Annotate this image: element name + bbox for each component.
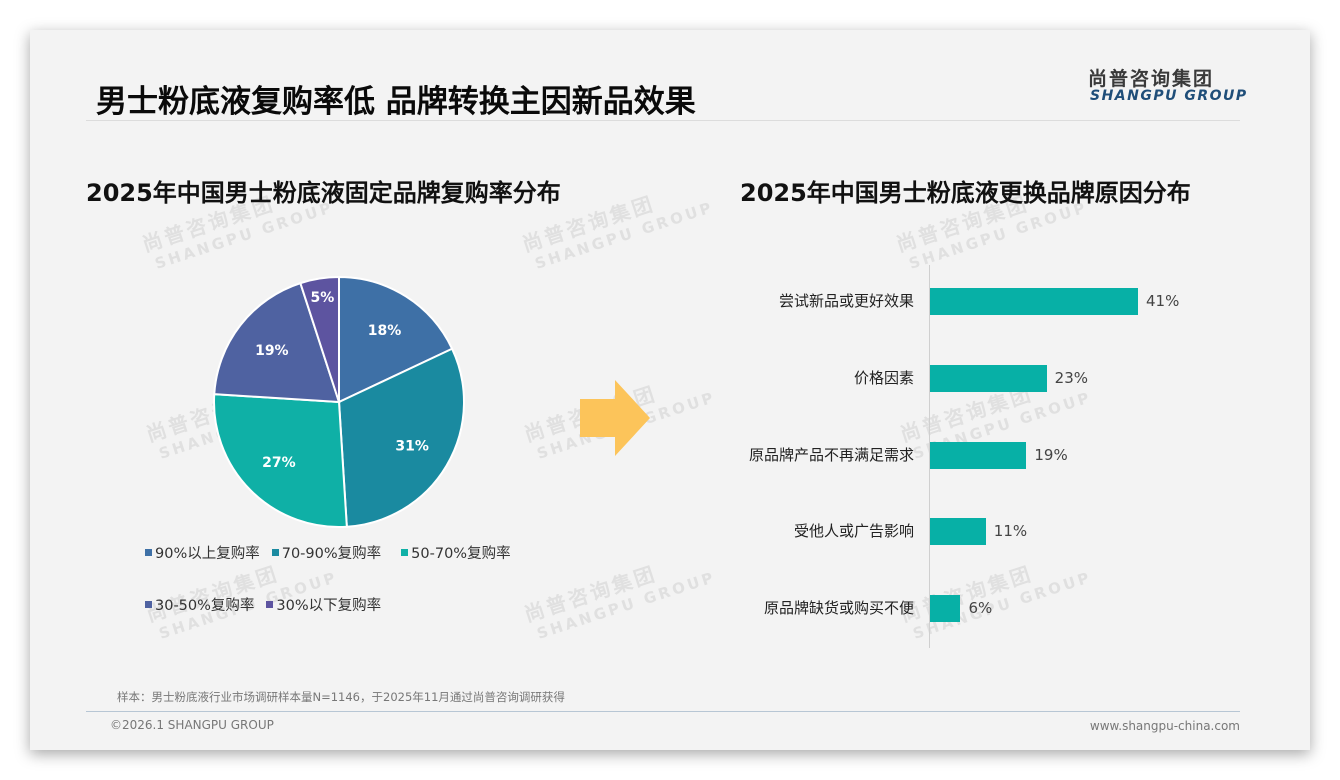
- header-divider: [86, 120, 1240, 121]
- pie-legend: 90%以上复购率 70-90%复购率 50-70%复购率 30-50%复购率 30%以…: [145, 542, 565, 622]
- bar-category-label: 尝试新品或更好效果: [778, 292, 914, 310]
- legend-swatch: [271, 549, 279, 556]
- legend-label: 90%以上复购率: [155, 546, 260, 562]
- bar-category-label: 价格因素: [853, 369, 914, 387]
- bar-value-label: 19%: [1034, 446, 1068, 464]
- pie-slice: [213, 393, 348, 528]
- pie-slice-label: 18%: [368, 323, 402, 339]
- legend-label: 30%以下复购率: [276, 598, 382, 614]
- bar-category-label: 原品牌产品不再满足需求: [748, 446, 914, 464]
- legend-label: 50-70%复购率: [411, 546, 511, 562]
- bar-value-label: 23%: [1054, 369, 1089, 387]
- pie-slice: [337, 347, 465, 528]
- legend-item: 30-50%复购率: [145, 594, 254, 615]
- legend-swatch: [145, 549, 152, 556]
- pie-slice-label: 19%: [255, 343, 289, 359]
- legend-label: 70-90%复购率: [281, 546, 382, 562]
- footer-divider: [86, 711, 1240, 712]
- logo-chinese: 尚普咨询集团: [1088, 68, 1215, 90]
- legend-item: 90%以上复购率: [145, 542, 260, 563]
- legend-item: 70-90%复购率: [271, 542, 382, 563]
- bar-category-label: 原品牌缺货或购买不便: [763, 599, 914, 617]
- arrow-right-icon: [580, 380, 650, 456]
- legend-item: 50-70%复购率: [401, 542, 511, 563]
- pie-chart: 18% 31% 27% 19% 5%: [213, 275, 465, 528]
- bar-chart-axis: [929, 265, 930, 648]
- legend-swatch: [145, 601, 152, 608]
- bar-chart-title: 2025年中国男士粉底液更换品牌原因分布: [740, 179, 1191, 207]
- bar: [930, 365, 1047, 392]
- bar: [930, 288, 1138, 315]
- pie-slice: [299, 275, 340, 403]
- bar: [930, 442, 1027, 469]
- bar-value-label: 6%: [968, 599, 993, 617]
- bar-value-label: 41%: [1146, 292, 1180, 310]
- legend-item: 30%以下复购率: [266, 594, 381, 615]
- page-title: 男士粉底液复购率低 品牌转换主因新品效果: [96, 84, 696, 120]
- copyright: ©2026.1 SHANGPU GROUP: [110, 718, 274, 732]
- pie-slice-label: 27%: [262, 455, 296, 471]
- pie-chart-title: 2025年中国男士粉底液固定品牌复购率分布: [86, 179, 561, 207]
- bar-category-label: 受他人或广告影响: [793, 522, 914, 540]
- pie-slice: [338, 275, 454, 404]
- legend-label: 30-50%复购率: [155, 598, 255, 614]
- source-note: 样本：男士粉底液行业市场调研样本量N=1146，于2025年11月通过尚普咨询调…: [117, 690, 565, 704]
- slide: 尚普咨询集团 SHANGPU GROUP 尚普咨询集团 SHANGPU GROUP …: [30, 30, 1310, 750]
- bar: [930, 518, 986, 545]
- bar-value-label: 11%: [993, 522, 1028, 540]
- website-link[interactable]: www.shangpu-china.com: [1089, 719, 1240, 733]
- bar: [930, 595, 961, 622]
- logo-english: SHANGPU GROUP: [1090, 88, 1248, 104]
- pie-slice: [213, 281, 341, 404]
- pie-slice-label: 5%: [310, 290, 334, 306]
- legend-swatch: [266, 601, 274, 608]
- pie-slice-label: 31%: [395, 438, 429, 454]
- legend-swatch: [401, 549, 409, 556]
